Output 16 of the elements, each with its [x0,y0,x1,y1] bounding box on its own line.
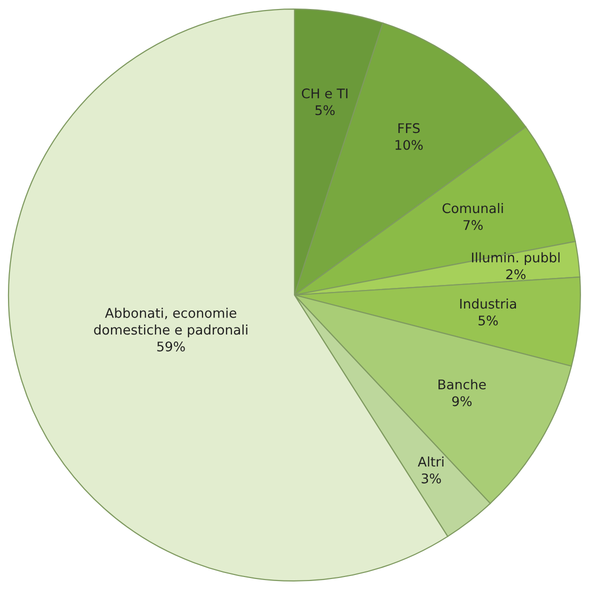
slice-label: Altri [418,456,444,466]
slice-label: FFS [398,123,420,134]
slice-label: Illumin. pubbl [472,252,560,266]
slice-label: Industria [460,298,516,309]
data-label: 7% [464,220,483,230]
slice-label: Banche [438,379,486,390]
data-label: 10% [396,140,423,150]
data-label: 9% [452,396,472,406]
slice-label: CH e TI [302,88,348,98]
data-label: 3% [422,473,441,484]
slice-label: Abbonati, economie domestiche e padronali [94,308,248,338]
data-label: 2% [506,269,526,280]
slice-label: Comunali [442,203,503,214]
data-label: 59% [157,342,185,352]
data-label: 5% [478,316,498,326]
data-label: 5% [315,105,335,116]
